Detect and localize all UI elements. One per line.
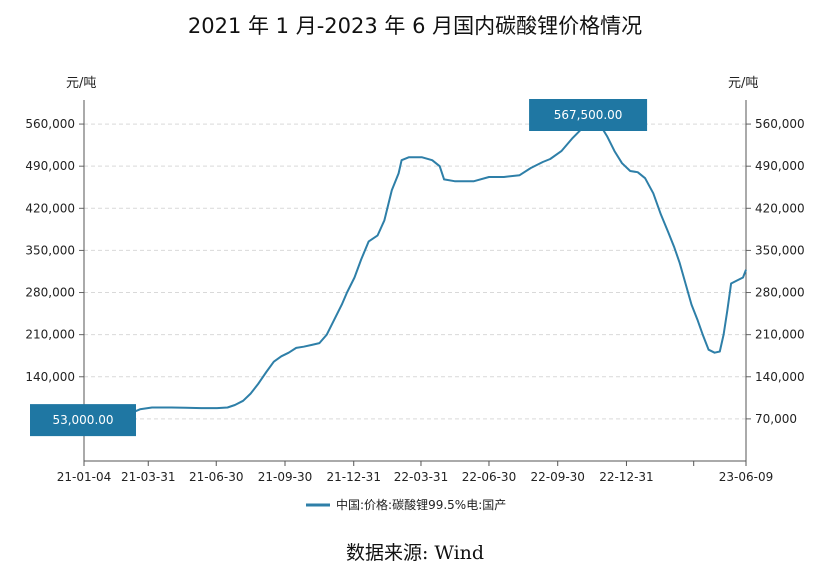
x-tick-label: 21-01-04: [57, 470, 111, 484]
y-tick-label-right: 350,000: [755, 243, 805, 257]
chart-title: 2021 年 1 月-2023 年 6 月国内碳酸锂价格情况: [187, 14, 643, 38]
axis-layer: 70,00070,000140,000140,000210,000210,000…: [25, 76, 804, 484]
x-tick-label: 21-12-31: [326, 470, 380, 484]
y-tick-label-left: 490,000: [25, 159, 75, 173]
callout-label: 53,000.00: [52, 413, 113, 427]
x-tick-label: 22-09-30: [530, 470, 584, 484]
y-tick-label-left: 280,000: [25, 286, 75, 300]
y-tick-label-right: 280,000: [755, 286, 805, 300]
x-tick-label: 22-06-30: [462, 470, 516, 484]
y-tick-label-right: 420,000: [755, 201, 805, 215]
x-tick-label: 22-03-31: [394, 470, 448, 484]
callout-label: 567,500.00: [554, 108, 623, 122]
y-tick-label-left: 210,000: [25, 328, 75, 342]
y-tick-label-right: 70,000: [755, 412, 797, 426]
y-tick-label-left: 420,000: [25, 201, 75, 215]
callout-box: [30, 404, 136, 437]
y-tick-label-left: 350,000: [25, 243, 75, 257]
x-tick-label: 23-06-09: [719, 470, 773, 484]
legend-label: 中国:价格:碳酸锂99.5%电:国产: [336, 497, 506, 512]
grid-layer: [84, 123, 746, 420]
legend: 中国:价格:碳酸锂99.5%电:国产: [306, 497, 506, 512]
x-tick-label: 22-12-31: [599, 470, 653, 484]
series-layer: [83, 118, 747, 431]
y-tick-label-left: 140,000: [25, 370, 75, 384]
y-tick-label-right: 210,000: [755, 328, 805, 342]
series-line: [83, 118, 747, 431]
x-tick-label: 21-03-31: [121, 470, 175, 484]
x-tick-label: 21-09-30: [258, 470, 312, 484]
y-unit-right: 元/吨: [728, 76, 758, 91]
y-tick-label-right: 560,000: [755, 117, 805, 131]
y-tick-label-right: 490,000: [755, 159, 805, 173]
y-tick-label-left: 560,000: [25, 117, 75, 131]
y-tick-label-right: 140,000: [755, 370, 805, 384]
y-unit-left: 元/吨: [66, 76, 96, 91]
annotation-layer: 53,000.00 567,500.00: [30, 99, 648, 437]
callout-box: [529, 99, 648, 131]
x-tick-label: 21-06-30: [189, 470, 243, 484]
source-note: 数据来源: Wind: [345, 542, 485, 564]
